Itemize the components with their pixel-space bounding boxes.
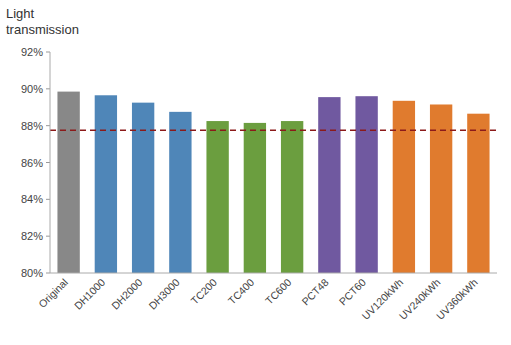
bar — [281, 121, 303, 273]
y-tick — [46, 125, 50, 126]
x-tick-label: TC200 — [188, 276, 219, 307]
x-tick-label: UV360kWh — [434, 276, 480, 322]
y-tick-label: 84% — [21, 193, 43, 205]
y-tick-label: 88% — [21, 120, 43, 132]
bar — [95, 95, 117, 273]
bar — [206, 121, 228, 273]
y-tick-label: 82% — [21, 230, 43, 242]
y-axis — [50, 52, 51, 273]
y-axis-label: Lighttransmission — [6, 6, 79, 37]
bar — [169, 112, 191, 273]
y-tick — [46, 273, 50, 274]
y-tick — [46, 88, 50, 89]
y-tick-label: 90% — [21, 83, 43, 95]
y-tick-label: 80% — [21, 267, 43, 279]
bar — [467, 114, 489, 273]
bar — [132, 103, 154, 273]
x-tick-label: PCT60 — [336, 276, 368, 308]
x-tick-label: DH3000 — [146, 276, 182, 312]
bar — [318, 97, 340, 273]
bar — [57, 92, 79, 273]
x-tick-label: TC400 — [226, 276, 257, 307]
x-tick-label: Original — [36, 276, 70, 310]
reference-line — [50, 130, 497, 132]
y-tick-label: 92% — [21, 46, 43, 58]
y-tick-label: 86% — [21, 157, 43, 169]
bar — [393, 101, 415, 273]
x-axis — [50, 273, 497, 274]
bar — [355, 96, 377, 273]
y-tick — [46, 199, 50, 200]
y-tick — [46, 162, 50, 163]
bar — [244, 123, 266, 273]
x-tick-label: DH2000 — [109, 276, 145, 312]
y-tick — [46, 236, 50, 237]
x-tick-label: PCT48 — [299, 276, 331, 308]
x-tick-label: DH1000 — [72, 276, 108, 312]
x-tick-label: TC600 — [263, 276, 294, 307]
y-tick — [46, 52, 50, 53]
chart: 80% 82% 84% 86% 88% 90% 92% OriginalDH1000DH200… — [0, 0, 511, 345]
bars — [50, 92, 497, 273]
